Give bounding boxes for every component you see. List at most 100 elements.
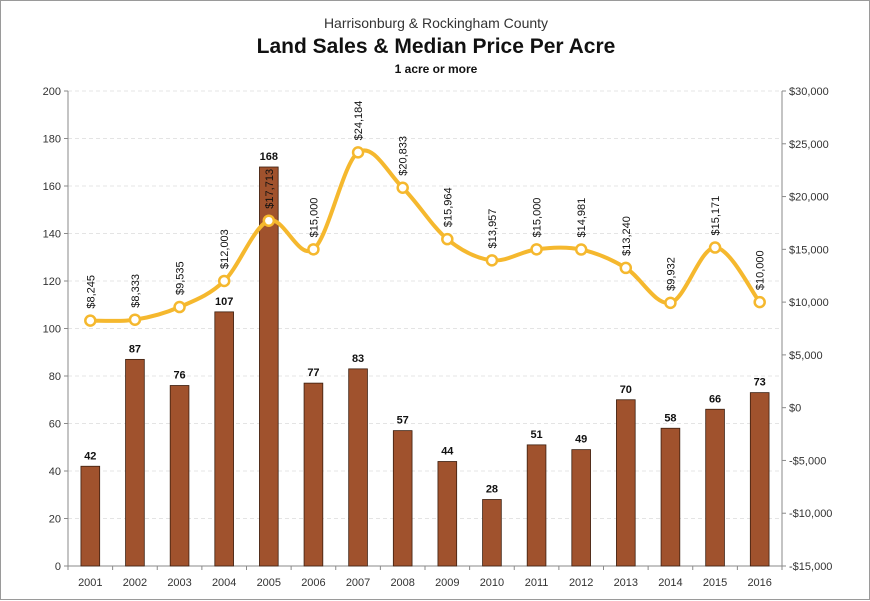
left-axis-tick-label: 160	[43, 181, 61, 193]
x-axis-tick-label: 2012	[569, 577, 593, 589]
bar-data-label: 44	[441, 446, 454, 458]
bar-data-label: 73	[754, 377, 766, 389]
left-axis-tick-label: 0	[55, 561, 61, 573]
price-marker	[619, 261, 633, 275]
bar-data-label: 66	[709, 393, 721, 405]
left-axis-tick-label: 40	[49, 466, 61, 478]
bar	[303, 382, 324, 567]
price-marker	[530, 243, 543, 256]
x-axis-tick-label: 2013	[614, 577, 638, 589]
x-axis-tick-label: 2016	[747, 577, 771, 589]
chart-subtitle: 1 acre or more	[394, 62, 478, 76]
price-marker	[396, 181, 409, 195]
right-axis-tick-label: $30,000	[789, 86, 829, 98]
price-data-label: $12,003	[219, 229, 231, 269]
price-marker	[753, 295, 766, 309]
bar-data-label: 76	[173, 370, 185, 382]
price-marker	[307, 243, 320, 256]
bar-data-label: 70	[620, 384, 632, 396]
price-data-label: $10,000	[755, 250, 767, 290]
bar	[392, 430, 413, 567]
bar	[705, 408, 725, 567]
price-data-label: $24,184	[353, 101, 365, 141]
x-axis-tick-label: 2007	[346, 577, 370, 589]
right-axis-tick-label: $10,000	[789, 297, 829, 309]
price-data-label: $15,964	[442, 187, 454, 227]
bar-data-label: 87	[129, 343, 141, 355]
bar	[437, 461, 458, 567]
price-data-label: $17,713	[264, 169, 276, 209]
price-marker	[262, 214, 276, 227]
left-axis-tick-label: 200	[43, 86, 61, 98]
price-marker	[217, 274, 231, 288]
right-axis-tick-label: -$5,000	[789, 455, 826, 467]
bar	[125, 358, 145, 567]
x-axis-tick-label: 2002	[123, 577, 147, 589]
price-marker	[173, 300, 186, 314]
price-data-label: $9,535	[175, 261, 187, 295]
price-data-label: $15,171	[710, 196, 722, 236]
price-data-label: $15,000	[308, 198, 320, 238]
price-marker	[485, 254, 499, 267]
x-axis-tick-label: 2005	[257, 577, 281, 589]
price-data-label: $14,981	[576, 198, 588, 238]
price-data-label: $8,333	[130, 274, 142, 308]
chart-title: Land Sales & Median Price Per Acre	[256, 35, 616, 58]
left-axis-tick-label: 180	[43, 134, 61, 146]
x-axis-tick-label: 2008	[390, 577, 414, 589]
left-axis-tick-label: 140	[43, 229, 61, 241]
price-marker	[441, 232, 454, 246]
bar-data-label: 58	[664, 412, 676, 424]
right-axis-tick-label: -$10,000	[789, 508, 832, 520]
x-axis-tick-label: 2014	[658, 577, 682, 589]
bar-data-label: 77	[307, 367, 319, 379]
price-data-label: $8,245	[85, 275, 97, 309]
right-axis-tick-label: $0	[789, 403, 801, 415]
price-marker	[128, 313, 142, 326]
left-axis-tick-label: 20	[49, 514, 61, 526]
bar-data-label: 168	[260, 151, 278, 163]
price-marker	[351, 146, 365, 159]
price-data-label: $13,957	[487, 209, 499, 249]
bar	[169, 385, 190, 567]
x-axis-tick-label: 2009	[435, 577, 459, 589]
price-marker	[84, 314, 97, 327]
price-marker	[664, 296, 677, 310]
price-data-label: $20,833	[398, 136, 410, 176]
right-axis-tick-label: $5,000	[789, 350, 823, 362]
bar	[348, 368, 368, 567]
bar	[259, 166, 279, 567]
bar-data-label: 57	[397, 415, 409, 427]
bar	[526, 444, 547, 567]
left-axis-tick-label: 100	[43, 324, 61, 336]
price-data-label: $9,932	[665, 257, 677, 291]
x-axis-tick-label: 2004	[212, 577, 236, 589]
chart-supertitle: Harrisonburg & Rockingham County	[323, 15, 549, 31]
price-data-label: $13,240	[621, 216, 633, 256]
bar-data-label: 83	[352, 353, 364, 365]
x-axis-tick-label: 2001	[78, 577, 102, 589]
x-axis-tick-label: 2015	[703, 577, 727, 589]
bar	[616, 399, 636, 567]
bar	[660, 427, 681, 567]
x-axis-tick-label: 2003	[167, 577, 191, 589]
left-axis-tick-label: 60	[49, 419, 61, 431]
bar	[214, 311, 234, 567]
x-axis-tick-label: 2011	[525, 577, 549, 589]
bar-data-label: 49	[575, 434, 587, 446]
bar-data-label: 28	[486, 484, 498, 496]
right-axis-tick-label: $20,000	[789, 192, 829, 204]
x-axis-tick-label: 2006	[301, 577, 325, 589]
price-line	[90, 148, 762, 323]
right-axis-tick-label: $25,000	[789, 139, 829, 151]
bar	[80, 465, 101, 567]
bar-data-label: 51	[530, 429, 542, 441]
bar-data-label: 42	[84, 450, 96, 462]
bar	[571, 449, 591, 567]
right-axis-tick-label: -$15,000	[789, 561, 832, 573]
left-axis-tick-label: 80	[49, 371, 61, 383]
bar-data-label: 107	[215, 296, 233, 308]
price-data-label: $15,000	[532, 198, 544, 238]
